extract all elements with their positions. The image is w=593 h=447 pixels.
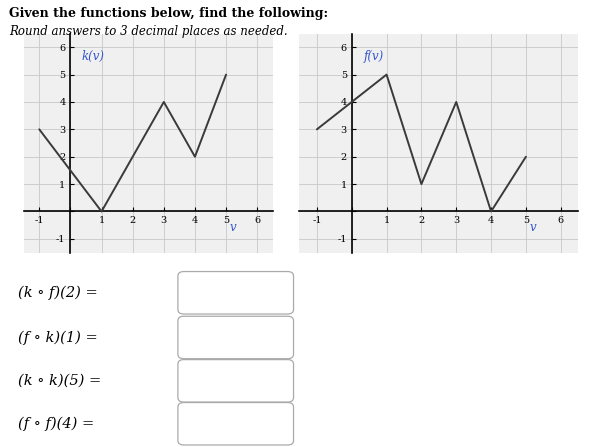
Text: (k ∘ f)(2) =: (k ∘ f)(2) =: [18, 286, 97, 300]
Text: (k ∘ k)(5) =: (k ∘ k)(5) =: [18, 374, 101, 388]
Text: v: v: [229, 221, 236, 234]
Text: Given the functions below, find the following:: Given the functions below, find the foll…: [9, 7, 328, 20]
Text: v: v: [530, 221, 536, 234]
Text: (f ∘ f)(4) =: (f ∘ f)(4) =: [18, 417, 94, 431]
Text: f(v): f(v): [364, 50, 384, 63]
Text: k(v): k(v): [81, 50, 104, 63]
Text: (f ∘ k)(1) =: (f ∘ k)(1) =: [18, 330, 97, 345]
Text: Round answers to 3 decimal places as needed.: Round answers to 3 decimal places as nee…: [9, 25, 288, 38]
